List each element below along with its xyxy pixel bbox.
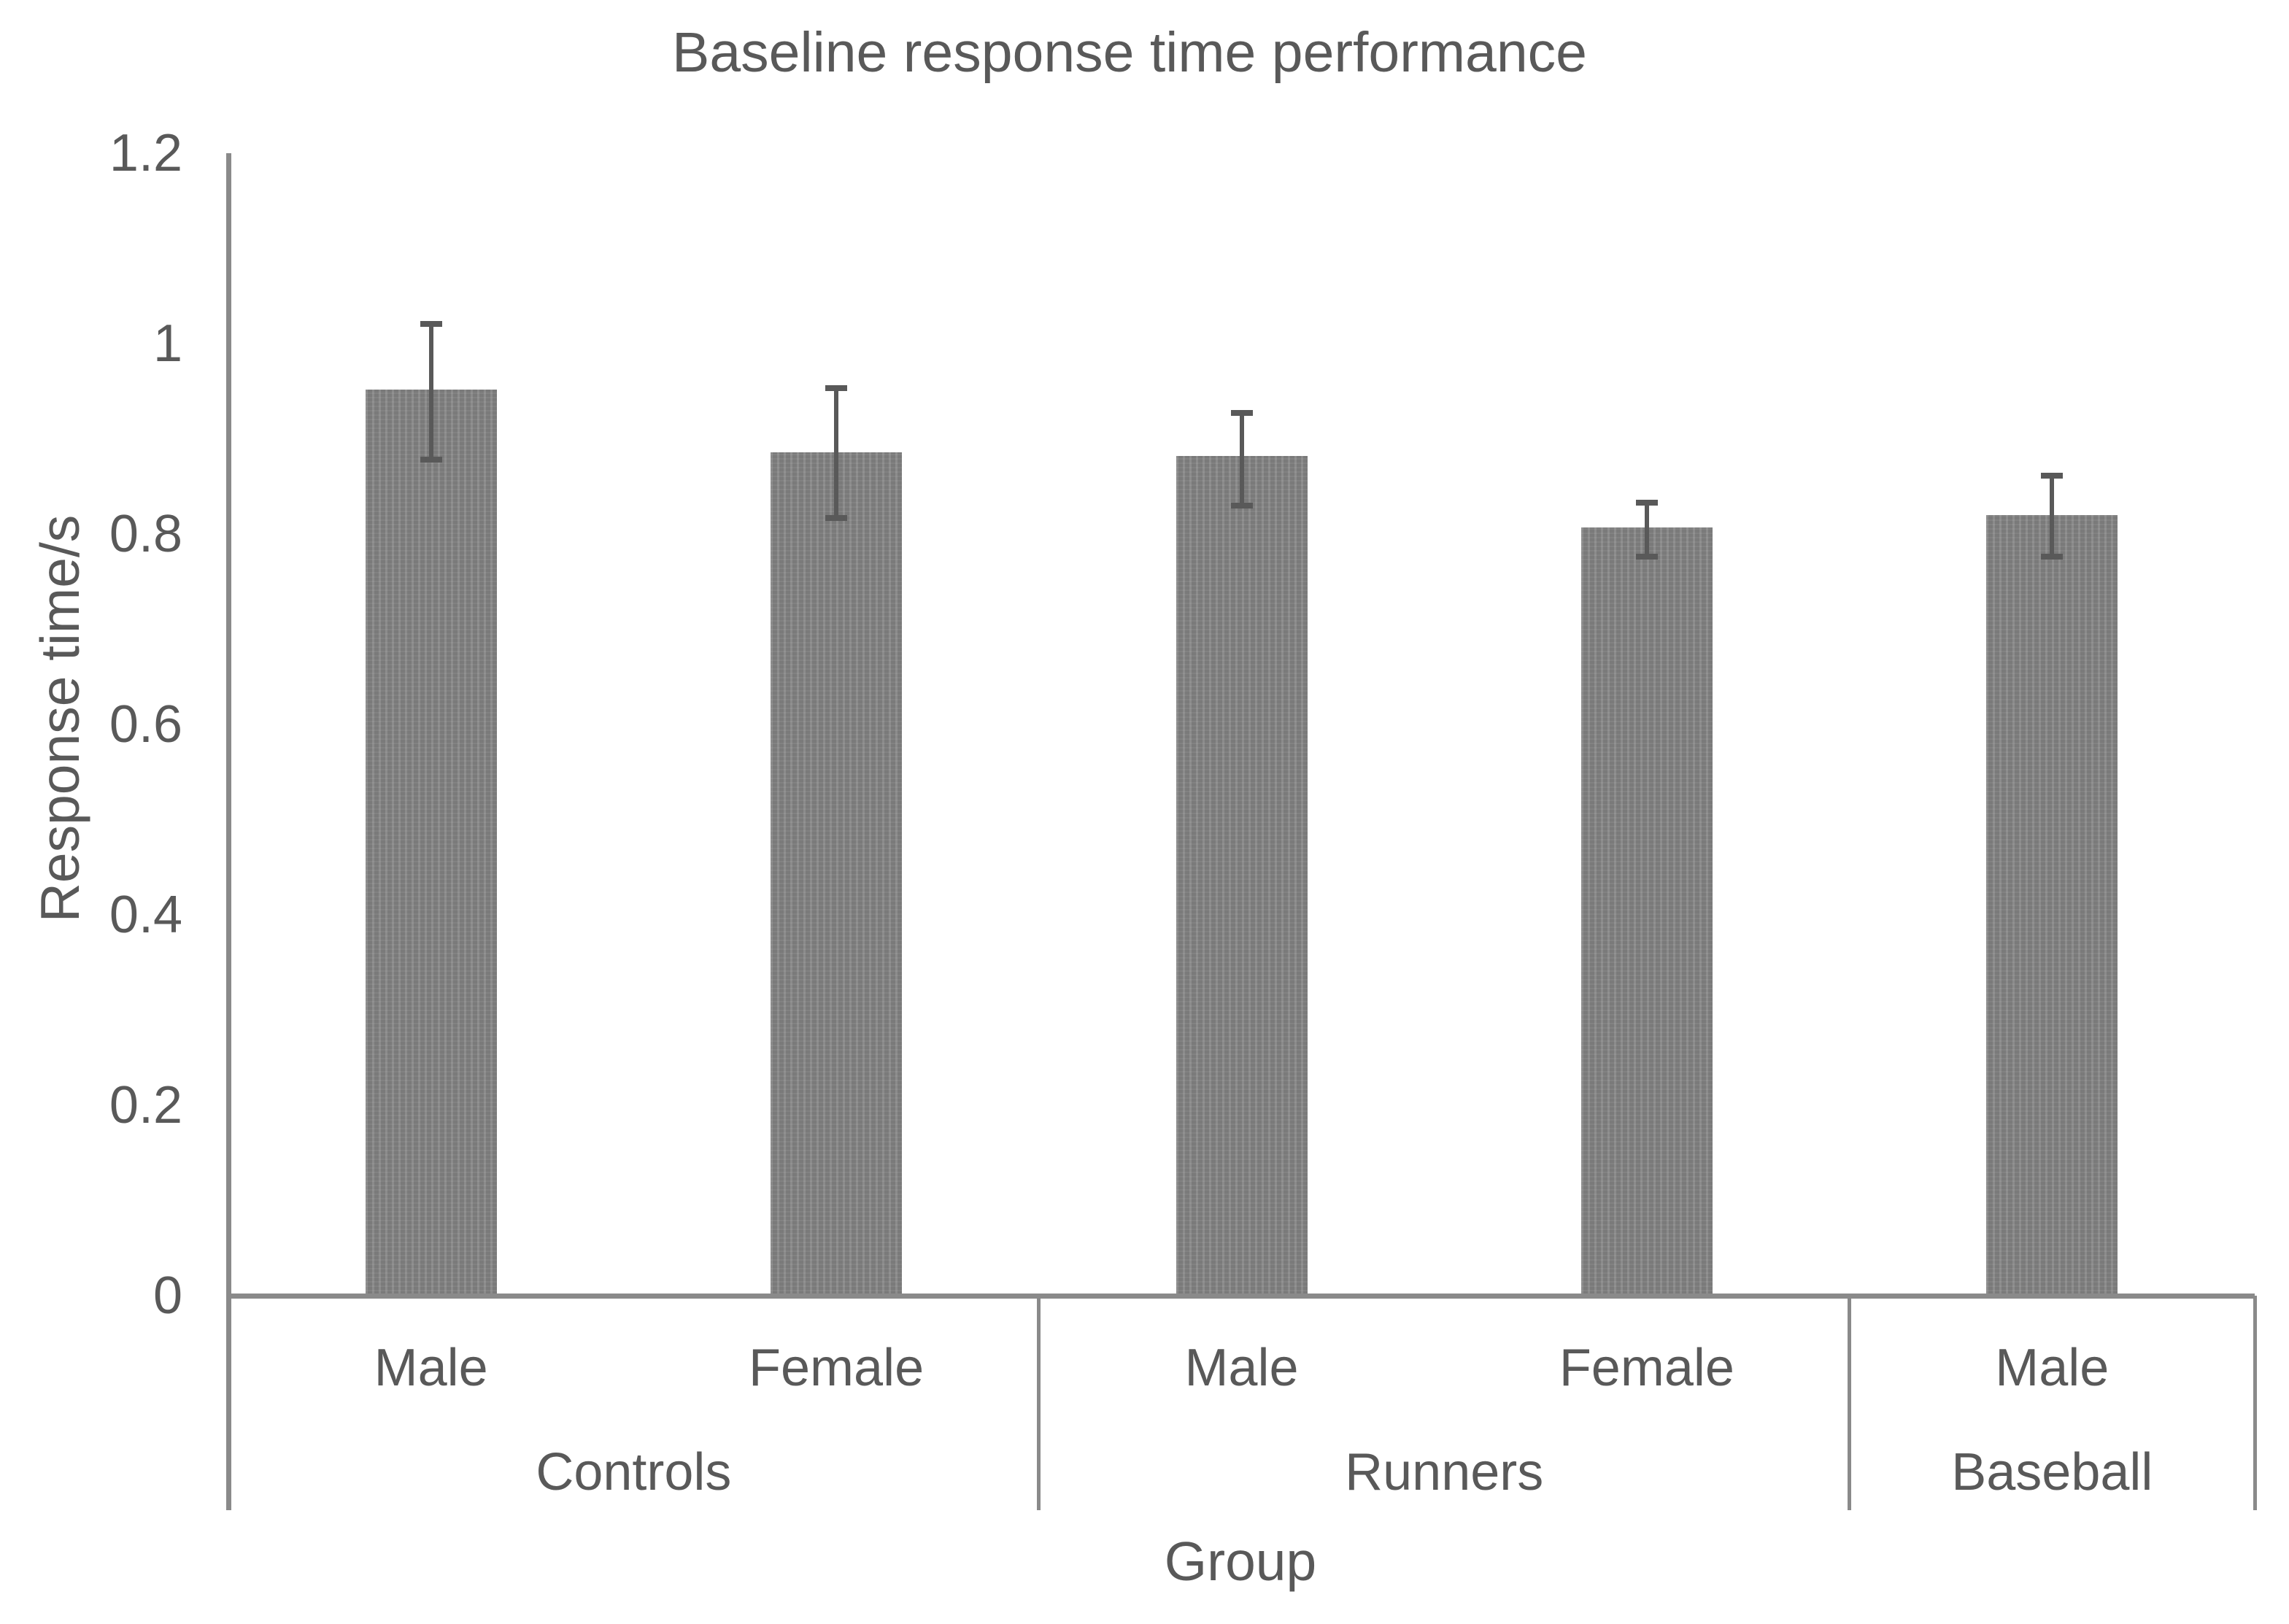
x-axis-line [228,1293,2255,1299]
error-bar-line [1644,502,1649,557]
x-category-label: Female [749,1339,925,1397]
error-bar-top-cap [2041,473,2064,479]
error-bar-bottom-cap [825,514,848,521]
bar [771,452,903,1296]
y-tick-label: 0.4 [109,886,182,944]
group-divider-line [1037,1296,1041,1510]
x-group-label: Controls [536,1443,732,1501]
y-tick-label: 0 [153,1267,182,1325]
error-bar-line [428,323,433,460]
x-category-label: Male [374,1339,488,1397]
x-category-label: Male [1184,1339,1299,1397]
error-bar-bottom-cap [2041,554,2064,560]
y-tick-label: 1.2 [109,124,182,182]
bar [1580,527,1713,1296]
y-axis-line [225,153,231,1510]
bar [1986,514,2118,1296]
x-category-label: Male [1995,1339,2109,1397]
x-group-label: Runners [1345,1443,1544,1501]
bar [365,389,497,1296]
error-bar-bottom-cap [1230,502,1253,509]
error-bar-line [2050,476,2055,557]
x-axis-title: Group [1164,1531,1317,1592]
error-bar-line [1239,413,1244,506]
error-bar-line [834,388,839,518]
x-category-label: Female [1559,1339,1734,1397]
y-tick-label: 1 [153,314,182,373]
y-tick-label: 0.6 [109,695,182,754]
y-tick-label: 0.8 [109,505,182,563]
error-bar-top-cap [825,385,848,392]
group-divider-line [2253,1296,2257,1510]
error-bar-top-cap [1635,499,1658,506]
y-tick-label: 0.2 [109,1076,182,1134]
error-bar-bottom-cap [420,457,442,463]
error-bar-top-cap [1230,410,1253,417]
chart-title: Baseline response time performance [671,21,1588,84]
group-divider-line [1848,1296,1852,1510]
bar [1176,455,1308,1296]
error-bar-bottom-cap [1635,554,1658,560]
error-bar-top-cap [420,320,442,327]
x-group-label: Baseball [1951,1443,2153,1501]
